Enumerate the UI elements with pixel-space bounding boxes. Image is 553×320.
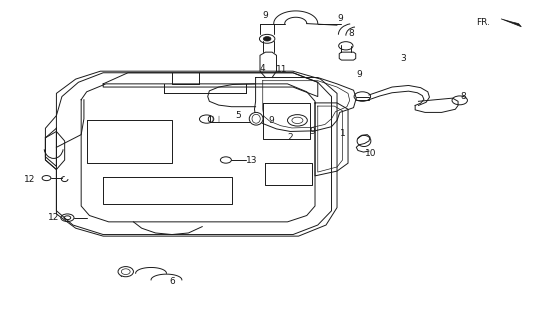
Text: FR.: FR. xyxy=(477,18,491,27)
Ellipse shape xyxy=(121,269,130,275)
Text: 11: 11 xyxy=(276,65,288,74)
Text: 9: 9 xyxy=(356,70,362,79)
Text: 3: 3 xyxy=(400,54,406,63)
Circle shape xyxy=(263,36,271,41)
Text: 9: 9 xyxy=(309,127,315,136)
Ellipse shape xyxy=(118,267,133,277)
Text: 5: 5 xyxy=(235,111,241,120)
Text: 2: 2 xyxy=(288,133,293,142)
Text: 1: 1 xyxy=(340,129,346,138)
Text: 9: 9 xyxy=(337,14,343,23)
Text: 6: 6 xyxy=(169,277,175,286)
Text: 7: 7 xyxy=(118,270,124,279)
Text: 12: 12 xyxy=(48,212,59,222)
Text: 8: 8 xyxy=(348,28,354,38)
Polygon shape xyxy=(501,19,521,27)
Text: 8: 8 xyxy=(461,92,466,101)
Text: 12: 12 xyxy=(24,174,36,184)
Ellipse shape xyxy=(249,112,263,125)
Text: 9: 9 xyxy=(268,116,274,125)
Text: 4: 4 xyxy=(260,63,265,73)
Text: 9: 9 xyxy=(263,11,268,20)
Text: 13: 13 xyxy=(246,156,258,164)
Ellipse shape xyxy=(252,114,260,123)
Text: 10: 10 xyxy=(366,149,377,158)
